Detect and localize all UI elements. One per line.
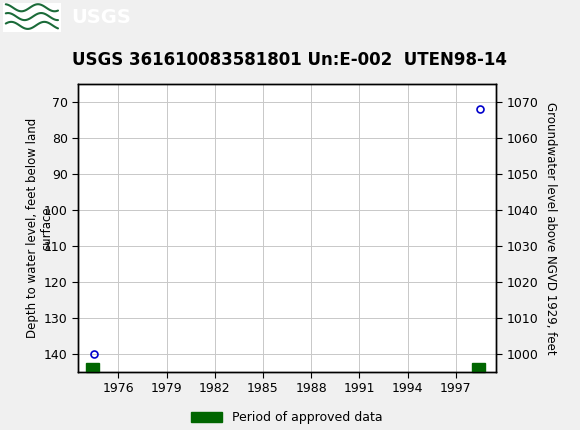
Y-axis label: Groundwater level above NGVD 1929, feet: Groundwater level above NGVD 1929, feet bbox=[543, 101, 557, 354]
Legend: Period of approved data: Period of approved data bbox=[186, 406, 388, 429]
Y-axis label: Depth to water level, feet below land
surface: Depth to water level, feet below land su… bbox=[26, 118, 54, 338]
Text: USGS 361610083581801 Un:E-002  UTEN98-14: USGS 361610083581801 Un:E-002 UTEN98-14 bbox=[72, 51, 508, 69]
FancyBboxPatch shape bbox=[3, 3, 61, 32]
Text: USGS: USGS bbox=[71, 8, 130, 27]
Bar bbox=[472, 363, 485, 372]
Bar bbox=[86, 363, 99, 372]
